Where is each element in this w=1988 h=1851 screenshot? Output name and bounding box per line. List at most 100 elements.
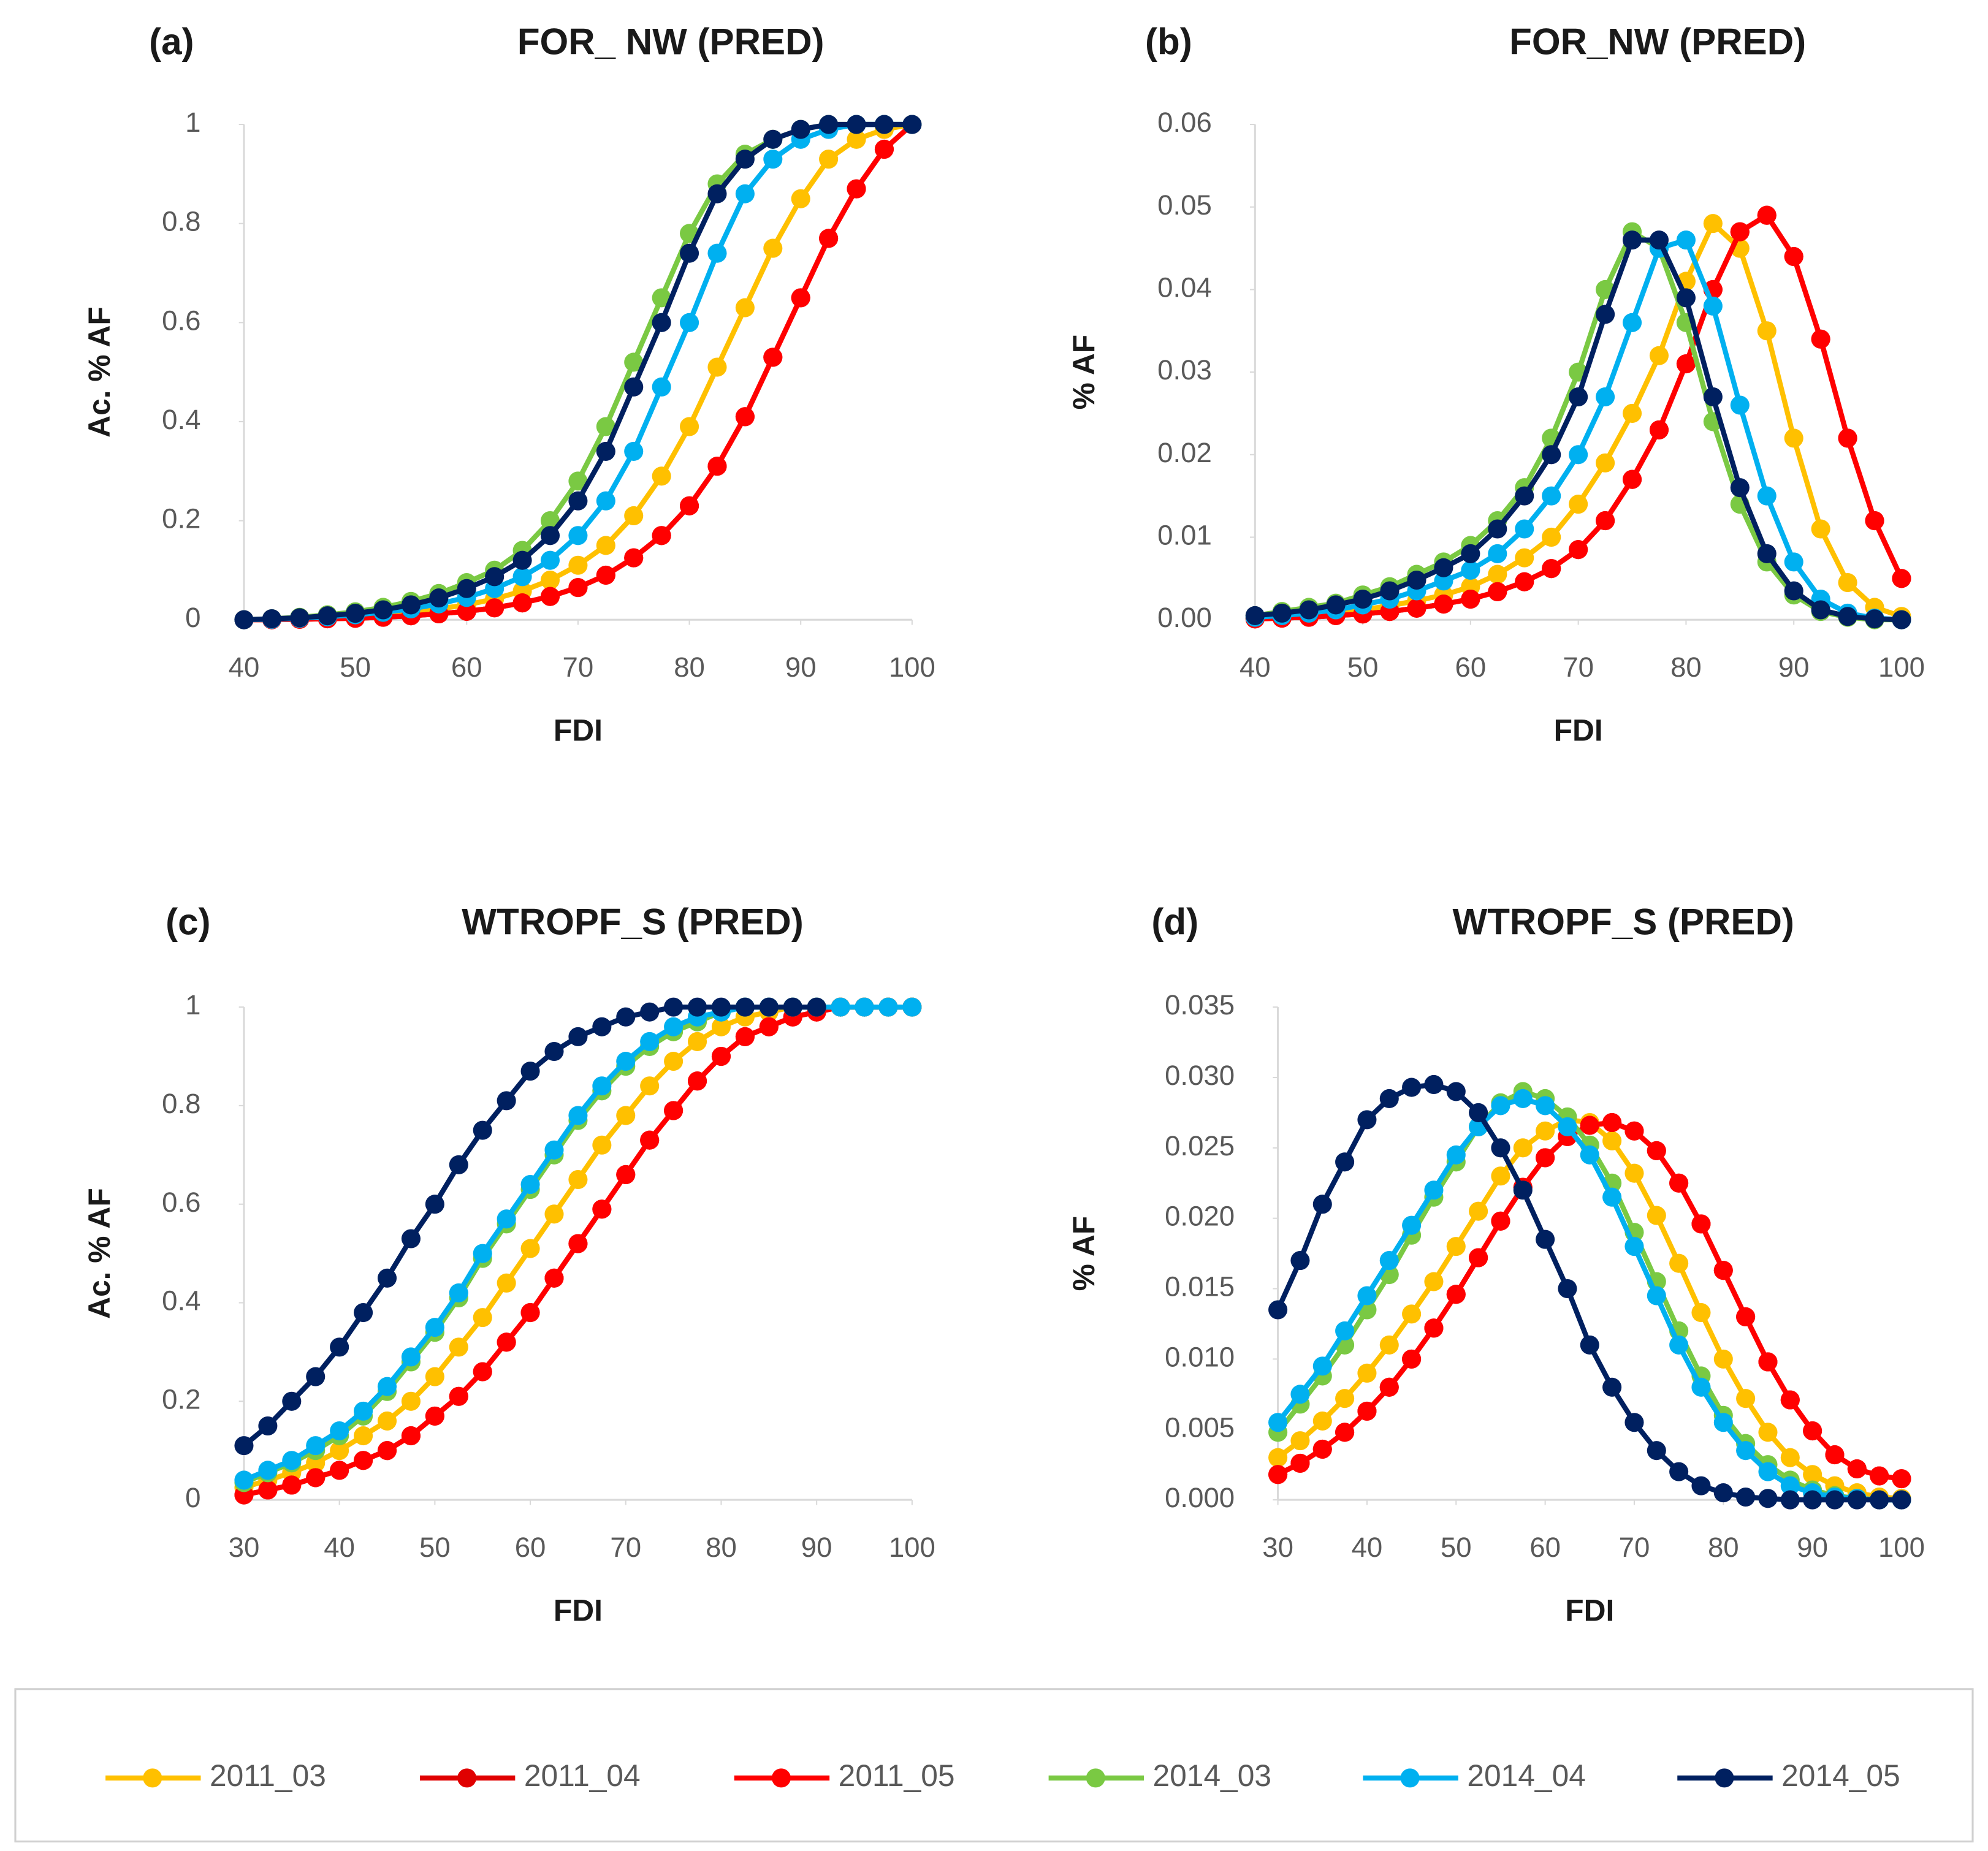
data-point <box>330 1421 349 1441</box>
data-point <box>652 288 671 308</box>
data-point <box>1691 1303 1711 1323</box>
data-point <box>1542 486 1561 506</box>
series <box>234 997 826 1456</box>
data-point <box>640 1076 660 1096</box>
data-point <box>1647 1141 1666 1160</box>
data-point <box>1647 1206 1666 1225</box>
data-point <box>616 1106 636 1125</box>
data-point <box>1596 305 1615 324</box>
data-point <box>1602 1131 1622 1150</box>
data-point <box>1780 1476 1800 1496</box>
data-point <box>1647 1441 1666 1461</box>
x-tick-label: 50 <box>1347 652 1379 683</box>
data-point <box>1602 1377 1622 1397</box>
data-point <box>1713 1483 1733 1503</box>
legend-label: 2014_04 <box>1467 1758 1586 1793</box>
y-axis-label: % AF <box>1067 1216 1101 1291</box>
data-point <box>1811 329 1830 349</box>
x-tick-label: 60 <box>451 652 482 683</box>
data-point <box>512 567 532 587</box>
data-point <box>763 129 783 149</box>
data-point <box>401 1347 421 1367</box>
chart-title: FOR_NW (PRED) <box>1509 21 1806 62</box>
data-point <box>1865 511 1884 531</box>
data-point <box>234 610 254 629</box>
data-point <box>1326 595 1346 615</box>
data-point <box>1622 230 1642 250</box>
data-point <box>330 1461 349 1480</box>
data-point <box>1245 606 1265 625</box>
data-point <box>1268 1448 1288 1467</box>
data-point <box>711 997 731 1017</box>
data-point <box>354 1451 373 1470</box>
data-point <box>592 1076 612 1096</box>
data-point <box>1357 1401 1377 1421</box>
x-tick-label: 70 <box>610 1532 641 1563</box>
data-point <box>1542 445 1561 465</box>
data-point <box>449 1283 468 1302</box>
data-point <box>874 115 894 134</box>
data-point <box>401 1391 421 1411</box>
data-point <box>1624 1163 1644 1183</box>
data-point <box>791 120 810 139</box>
data-point <box>1335 1423 1355 1442</box>
data-point <box>401 1426 421 1446</box>
data-point <box>1602 1112 1622 1133</box>
y-tick-label: 0.6 <box>162 305 200 336</box>
legend-marker <box>1086 1768 1105 1788</box>
data-point <box>1847 1459 1867 1479</box>
data-point <box>306 1436 326 1456</box>
data-point <box>1446 1082 1466 1101</box>
x-tick-label: 60 <box>515 1532 546 1563</box>
series-line <box>243 121 913 623</box>
data-point <box>258 1480 278 1500</box>
data-point <box>1290 1385 1310 1404</box>
data-point <box>707 243 727 263</box>
data-point <box>485 567 505 587</box>
data-point <box>377 1268 397 1288</box>
data-point <box>1758 1489 1778 1508</box>
data-point <box>847 129 866 149</box>
data-point <box>1268 1465 1288 1484</box>
data-point <box>282 1451 302 1470</box>
data-point <box>1424 1180 1444 1200</box>
data-point <box>819 150 839 169</box>
data-point <box>1515 486 1534 506</box>
data-point <box>640 1032 660 1051</box>
data-point <box>1838 607 1857 626</box>
y-tick-label: 0 <box>185 1482 200 1513</box>
data-point <box>354 1426 373 1446</box>
data-point <box>520 1175 540 1195</box>
data-point <box>1446 1285 1466 1304</box>
data-point <box>1669 1173 1689 1193</box>
data-point <box>687 1071 707 1091</box>
data-point <box>791 189 810 208</box>
series <box>234 115 922 629</box>
x-axis-label: FDI <box>554 1594 603 1628</box>
data-point <box>1469 1103 1488 1122</box>
data-point <box>735 997 755 1017</box>
data-point <box>1713 1413 1733 1432</box>
data-point <box>425 1318 444 1337</box>
data-point <box>306 1468 326 1488</box>
data-point <box>1424 1272 1444 1291</box>
data-point <box>1596 511 1615 531</box>
data-point <box>473 1120 492 1140</box>
legend-marker <box>771 1768 791 1788</box>
data-point <box>640 1002 660 1022</box>
series <box>1245 205 1911 629</box>
data-point <box>234 1436 254 1456</box>
data-point <box>282 1475 302 1495</box>
data-point <box>473 1362 492 1382</box>
y-tick-label: 0.035 <box>1165 989 1235 1021</box>
data-point <box>1569 540 1588 560</box>
data-point <box>1811 600 1830 620</box>
chart-title: FOR_ NW (PRED) <box>517 21 825 62</box>
x-tick-label: 40 <box>324 1532 355 1563</box>
y-tick-label: 1 <box>185 107 200 138</box>
data-point <box>1803 1490 1822 1510</box>
data-point <box>878 997 898 1017</box>
data-point <box>1780 1448 1800 1467</box>
y-tick-label: 0.2 <box>162 503 200 534</box>
data-point <box>1811 519 1830 539</box>
